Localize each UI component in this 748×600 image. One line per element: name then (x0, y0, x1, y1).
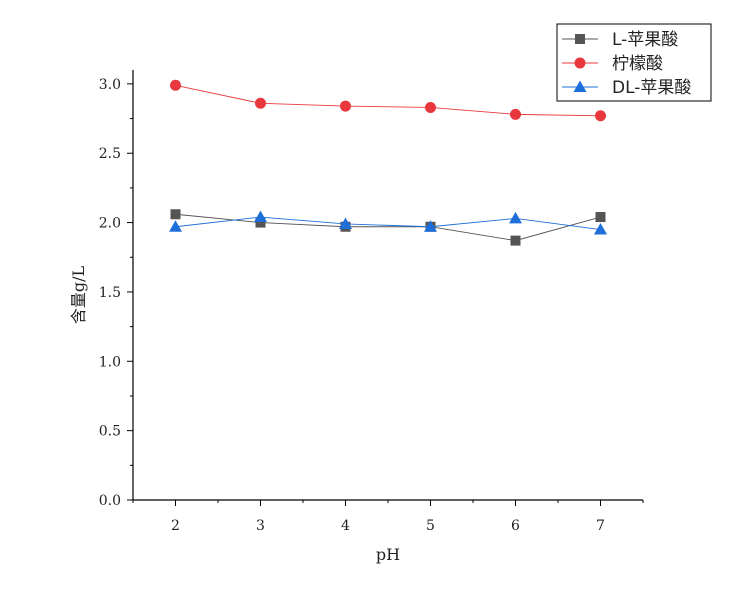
x-tick-label: 7 (596, 518, 605, 534)
legend-label: DL-苹果酸 (612, 78, 691, 98)
x-tick-label: 4 (341, 518, 350, 534)
legend-label: L-苹果酸 (612, 30, 678, 50)
legend-swatch-marker (575, 34, 585, 44)
data-point (169, 220, 182, 232)
data-series (169, 79, 607, 246)
data-point (595, 212, 606, 223)
y-tick-label: 1.0 (99, 354, 121, 370)
series-line (175, 84, 601, 117)
series-line (175, 213, 601, 242)
x-tick-label: 5 (426, 518, 435, 534)
data-point (254, 210, 267, 223)
data-point (595, 110, 606, 122)
data-point (594, 223, 607, 235)
x-tick-label: 6 (511, 518, 520, 534)
y-tick-label: 0.0 (99, 493, 121, 509)
series-3 (169, 210, 607, 235)
data-point (509, 211, 522, 224)
data-point (425, 101, 436, 113)
y-axis-ticks: 0.0 0.5 1.0 1.5 2.0 2.5 3.0 (99, 77, 133, 509)
series-1 (170, 209, 606, 246)
y-tick-label: 0.5 (99, 424, 121, 440)
y-tick-label: 2.0 (99, 216, 121, 232)
x-axis-title: pH (376, 545, 400, 564)
x-tick-label: 2 (171, 518, 180, 534)
legend-swatch-marker (573, 80, 587, 92)
legend-label: 柠檬酸 (612, 54, 663, 74)
x-tick-label: 3 (256, 518, 265, 534)
x-axis-ticks: 2 3 4 5 6 7 (132, 500, 644, 534)
series-2 (170, 79, 606, 122)
data-point (339, 217, 352, 229)
data-point (340, 100, 351, 112)
data-point (170, 209, 181, 220)
data-point (424, 220, 437, 232)
y-tick-label: 1.5 (99, 285, 121, 301)
axes (132, 70, 643, 501)
series-line (175, 216, 601, 230)
data-point (510, 108, 521, 120)
y-axis-title: 含量g/L (69, 265, 88, 324)
legend-swatch-marker (574, 57, 586, 69)
data-point (510, 235, 521, 246)
y-tick-label: 3.0 (99, 77, 121, 93)
y-tick-label: 2.5 (99, 146, 121, 162)
data-point (170, 79, 181, 91)
data-point (255, 217, 266, 228)
data-point (255, 97, 266, 109)
